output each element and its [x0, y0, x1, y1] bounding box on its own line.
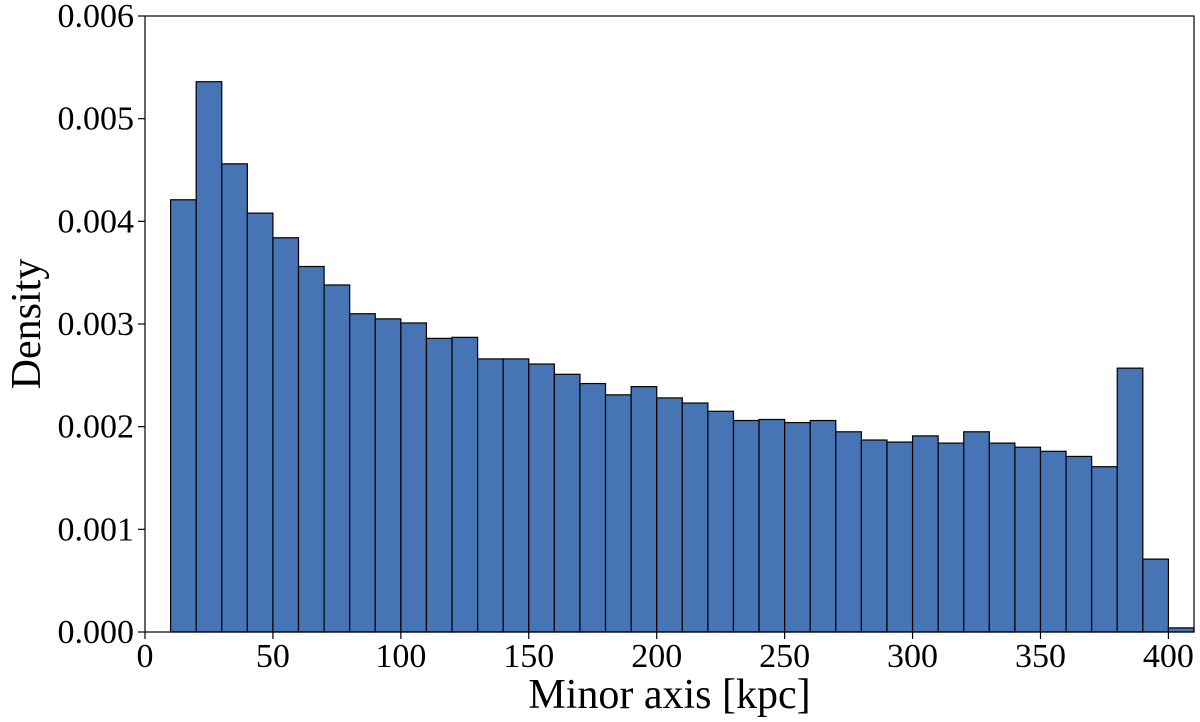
histogram-bar	[784, 421, 811, 633]
histogram-bar	[630, 386, 658, 633]
y-tick-label: 0.004	[58, 203, 135, 240]
histogram-bar	[553, 373, 581, 633]
histogram-bar	[732, 419, 760, 633]
histogram-bar	[1142, 558, 1170, 633]
histogram-bar	[528, 363, 555, 633]
x-tick-label: 350	[1015, 638, 1066, 675]
histogram-bar	[169, 199, 197, 633]
x-axis-label: Minor axis [kpc]	[528, 672, 810, 718]
histogram-bar	[400, 322, 428, 633]
x-tick-label: 200	[631, 638, 682, 675]
histogram-bar	[911, 435, 939, 633]
histogram-bar	[707, 410, 735, 633]
histogram-bar	[221, 163, 248, 633]
x-axis-ticks: 0 50 100 150 200 250 300 350 400	[137, 632, 1194, 675]
histogram-bar	[1167, 627, 1195, 633]
histogram-bar	[1116, 367, 1144, 633]
y-axis-label: Density	[4, 259, 50, 390]
histogram-bar	[886, 441, 914, 633]
histogram-bar	[860, 439, 888, 633]
histogram-bar	[1014, 446, 1042, 633]
histogram-bar	[502, 358, 530, 633]
y-tick-label: 0.003	[58, 306, 135, 343]
y-tick-label: 0.001	[58, 511, 135, 548]
histogram-bar	[349, 313, 376, 633]
histogram-bar	[425, 337, 453, 633]
x-tick-label: 300	[887, 638, 938, 675]
histogram-bar	[988, 442, 1016, 633]
x-tick-label: 0	[137, 638, 154, 675]
x-tick-label: 250	[759, 638, 810, 675]
histogram-bar	[758, 418, 786, 633]
histogram-bar	[1039, 450, 1067, 633]
histogram-bar	[656, 397, 683, 633]
histogram-bar	[604, 394, 632, 633]
histogram-bar	[374, 318, 402, 633]
histogram-bar	[579, 382, 607, 633]
histogram-bar	[937, 442, 965, 633]
histogram-bar	[681, 402, 709, 633]
x-tick-label: 400	[1143, 638, 1194, 675]
x-tick-label: 100	[375, 638, 426, 675]
histogram-bar	[477, 358, 504, 633]
y-tick-label: 0.000	[58, 614, 135, 651]
bars-group	[169, 81, 1195, 633]
histogram-bar	[272, 237, 300, 633]
y-tick-label: 0.002	[58, 409, 135, 446]
histogram-bar	[835, 431, 862, 633]
x-tick-label: 150	[503, 638, 554, 675]
histogram-bar	[809, 419, 837, 633]
histogram-bar	[323, 284, 351, 633]
x-tick-label: 50	[256, 638, 290, 675]
y-tick-label: 0.005	[58, 101, 135, 138]
histogram-bar	[195, 81, 223, 633]
histogram-bar	[1091, 466, 1118, 633]
y-tick-label: 0.006	[58, 0, 135, 35]
histogram-bar	[297, 265, 325, 633]
histogram-bar	[246, 212, 274, 633]
histogram-bar	[1065, 455, 1093, 633]
histogram-bar	[451, 336, 479, 633]
y-axis-ticks: 0.000 0.001 0.002 0.003 0.004 0.005 0.006	[58, 0, 145, 651]
histogram-bar	[963, 431, 990, 633]
